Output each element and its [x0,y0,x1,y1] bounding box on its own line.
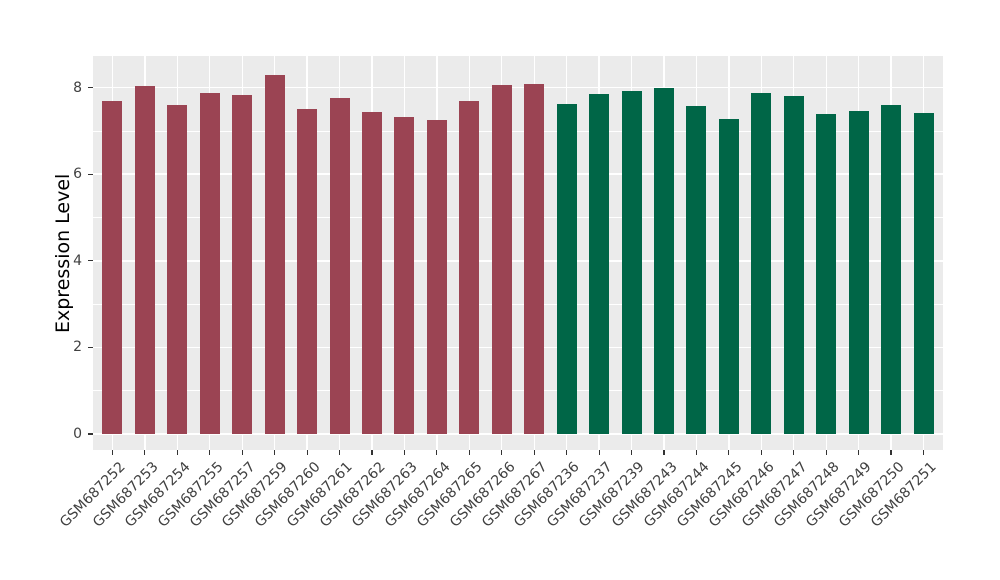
bar-GSM687249 [848,110,869,434]
x-tick-mark [501,450,503,455]
y-tick-mark [88,433,93,435]
bar-GSM687264 [426,119,447,434]
grid-line-major [93,86,943,89]
x-tick-mark [598,450,600,455]
grid-line-major [93,260,943,262]
y-tick-label: 4 [73,252,82,269]
bar-GSM687252 [102,100,123,434]
y-tick-label: 0 [73,425,82,442]
bar-GSM687259 [264,75,285,434]
bar-GSM687250 [881,104,902,434]
x-tick-mark [890,450,892,455]
x-tick-mark [695,450,698,455]
bar-GSM687267 [524,84,545,434]
y-tick-mark [88,346,93,348]
x-tick-mark [858,450,860,455]
y-tick-mark [88,173,93,175]
grid-line-minor [93,130,943,132]
x-tick-mark [338,450,341,455]
grid-line-major [93,433,943,435]
x-tick-mark [306,450,308,455]
grid-line-major [93,173,943,175]
y-tick-label: 6 [73,166,82,183]
bar-GSM687248 [816,114,837,434]
x-tick-mark [825,450,827,455]
bar-GSM687253 [134,86,155,434]
grid-line-major [93,346,943,349]
x-tick-mark [241,450,243,455]
bar-GSM687254 [167,104,188,434]
x-tick-mark [209,450,211,455]
bar-GSM687246 [751,93,772,434]
bar-GSM687243 [653,88,674,434]
y-tick-label: 8 [73,79,82,96]
y-tick-label: 2 [73,339,82,356]
x-tick-mark [566,450,568,455]
x-tick-mark [436,450,438,455]
x-tick-mark [468,450,470,455]
bar-GSM687244 [686,105,707,434]
bar-GSM687262 [362,112,382,434]
x-tick-mark [630,450,633,455]
bar-GSM687257 [232,94,253,434]
bar-GSM687266 [491,85,512,434]
bar-GSM687261 [329,97,350,434]
bar-GSM687263 [394,116,415,434]
bar-GSM687255 [199,92,220,434]
plot-panel [93,56,943,450]
bar-GSM687260 [297,108,318,434]
x-tick-mark [533,450,535,455]
grid-line-minor [93,390,943,392]
x-tick-mark [274,450,276,455]
y-axis: 0 2 4 6 8 [0,56,93,450]
x-tick-mark [144,450,146,455]
bar-GSM687251 [913,112,934,434]
bar-GSM687265 [459,101,480,434]
x-tick-mark [663,450,665,455]
bar-GSM687239 [621,90,642,434]
grid-line-minor [93,217,943,218]
bar-GSM687236 [556,104,577,434]
grid-line-minor [93,303,943,305]
x-axis: GSM687252 GSM687253 GSM687254 GSM687255 GSM6… [0,450,1000,580]
x-tick-mark [728,450,730,455]
y-tick-mark [88,87,93,89]
x-tick-mark [760,450,762,455]
x-tick-mark [111,450,114,455]
x-tick-mark [371,450,373,455]
x-tick-mark [403,450,406,455]
x-tick-mark [176,450,178,455]
bar-GSM687247 [783,95,804,434]
bar-GSM687245 [718,118,739,434]
x-tick-mark [793,450,795,455]
bar-GSM687237 [589,94,610,434]
y-tick-mark [88,260,93,262]
x-tick-mark [922,450,925,455]
